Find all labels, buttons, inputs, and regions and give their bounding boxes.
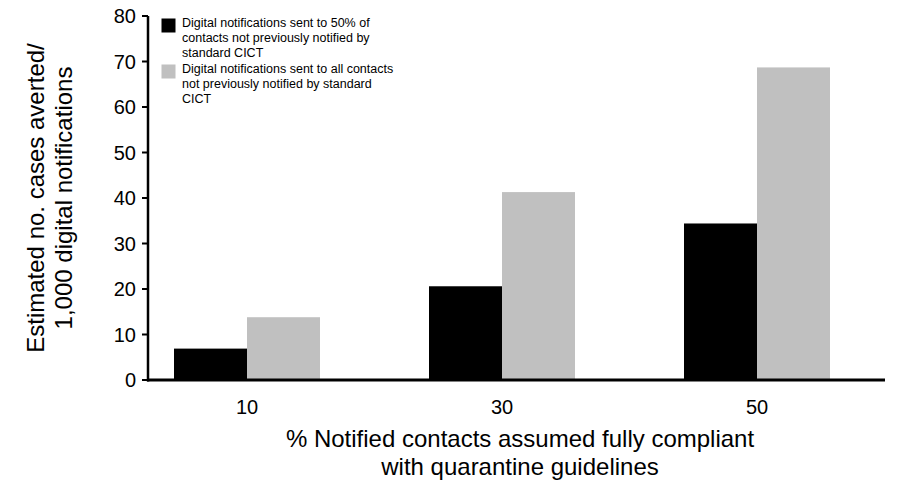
x-axis-title: % Notified contacts assumed fully compli… — [280, 425, 760, 481]
bar — [757, 67, 830, 380]
x-axis-line — [147, 379, 885, 382]
x-tick-label: 50 — [746, 396, 768, 418]
y-tick-label: 30 — [114, 233, 136, 255]
x-tick-label: 30 — [491, 396, 513, 418]
y-tick-label: 0 — [125, 369, 136, 391]
y-tick-label: 80 — [114, 5, 136, 27]
y-tick-label: 60 — [114, 96, 136, 118]
legend-label: Digital notifications sent to 50% of con… — [182, 16, 397, 61]
y-axis-title: Estimated no. cases averted/ 1,000 digit… — [22, 18, 78, 378]
bars — [174, 67, 830, 380]
chart-canvas: 0 10 20 30 40 50 60 70 80 10 30 50 — [0, 0, 900, 485]
y-tick-label: 70 — [114, 51, 136, 73]
y-tick-label: 10 — [114, 324, 136, 346]
legend-label: Digital notifications sent to all contac… — [182, 62, 397, 107]
bar — [502, 192, 575, 380]
bar — [429, 286, 502, 380]
y-tick-label: 40 — [114, 187, 136, 209]
y-tick-label: 50 — [114, 142, 136, 164]
bar — [684, 223, 757, 380]
legend-swatch — [162, 19, 175, 32]
x-tick-label: 10 — [236, 396, 258, 418]
bar — [247, 317, 320, 380]
y-tick-label: 20 — [114, 278, 136, 300]
y-axis-line — [147, 16, 150, 382]
legend-swatch — [162, 65, 175, 78]
bar — [174, 349, 247, 380]
